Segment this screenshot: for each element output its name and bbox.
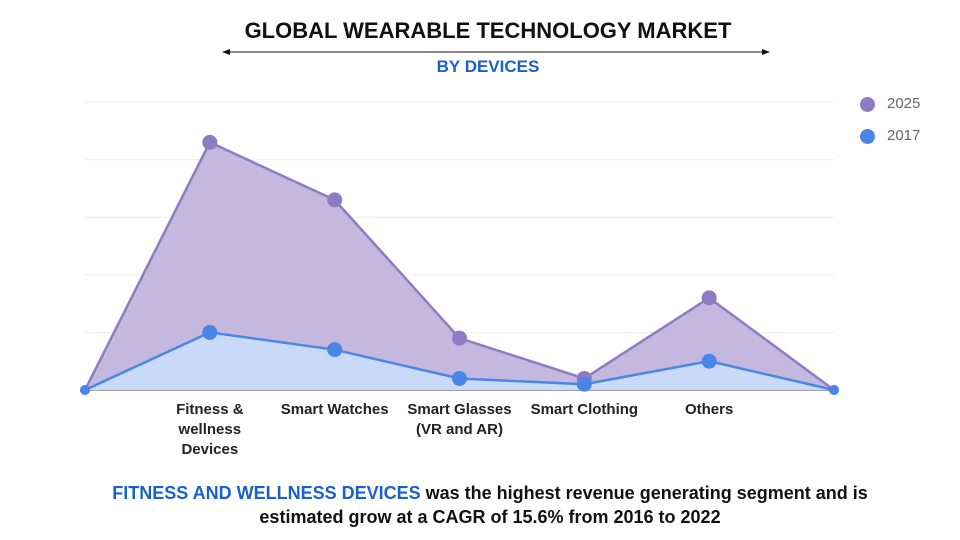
- point-2025: [327, 192, 343, 208]
- point-2025: [202, 134, 218, 150]
- x-tick-label: Smart Glasses (VR and AR): [395, 400, 525, 440]
- x-tick-label-line: wellness: [178, 421, 242, 438]
- legend-swatch: [860, 96, 875, 112]
- x-tick-label-line: Fitness &: [176, 401, 244, 418]
- point-2017: [80, 385, 90, 395]
- x-tick-label-line: Smart Watches: [280, 401, 389, 418]
- chart-subtitle: BY DEVICES: [436, 57, 540, 76]
- x-tick-label: Smart Clothing: [519, 400, 649, 420]
- footer-note: FITNESS AND WELLNESS DEVICES was the hig…: [60, 481, 920, 529]
- legend-label: 2017: [887, 127, 921, 144]
- x-tick-label-line: Devices: [181, 441, 239, 458]
- title-arrow-right-head: [762, 49, 770, 55]
- x-tick-label-line: Smart Clothing: [530, 401, 639, 418]
- point-2025: [452, 330, 467, 346]
- x-tick-label-line: (VR and AR): [416, 421, 503, 438]
- title-arrow-left-head: [222, 49, 230, 55]
- footer-highlight: FITNESS AND WELLNESS DEVICES: [112, 483, 421, 503]
- footer-text-1: was the highest revenue generating segme…: [420, 483, 868, 503]
- x-tick-label: Others: [644, 400, 774, 420]
- x-tick-label-line: Others: [684, 401, 734, 418]
- area-2025: [85, 142, 834, 390]
- legend-swatch: [860, 128, 875, 144]
- legend-item-2017: 2017: [860, 127, 920, 144]
- point-2017: [202, 324, 218, 340]
- legend-item-2025: 2025: [860, 95, 920, 112]
- point-2025: [701, 290, 717, 306]
- point-2017: [576, 376, 592, 392]
- area-2017: [85, 332, 834, 390]
- footer-text-2: estimated grow at a CAGR of 15.6% from 2…: [259, 507, 721, 527]
- legend-label: 2025: [887, 95, 921, 112]
- x-tick-label-line: Smart Glasses: [407, 401, 512, 418]
- point-2017: [701, 353, 717, 369]
- chart-title: GLOBAL WEARABLE TECHNOLOGY MARKET: [244, 18, 732, 43]
- x-tick-label: Smart Watches: [270, 400, 400, 420]
- x-tick-label: Fitness & wellness Devices: [145, 400, 275, 460]
- point-2017: [829, 385, 839, 395]
- point-2017: [452, 370, 467, 386]
- point-2017: [327, 342, 343, 358]
